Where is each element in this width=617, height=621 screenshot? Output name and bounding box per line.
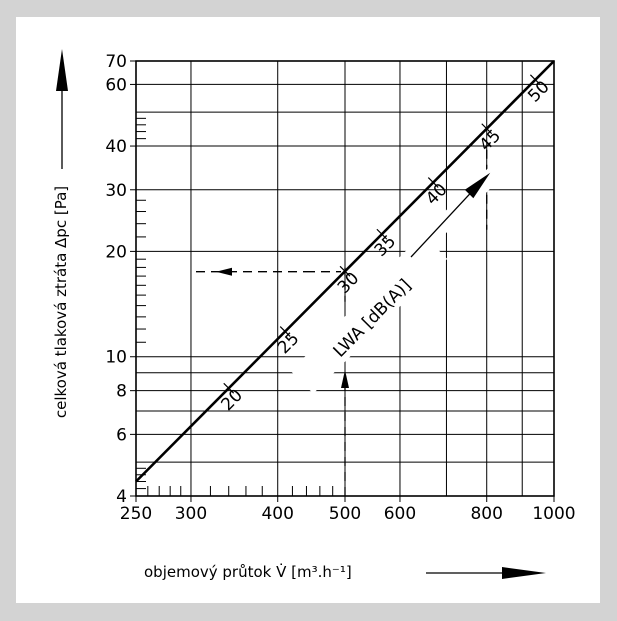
y-tick-label: 20 bbox=[105, 242, 127, 262]
chart-panel: 250 300 400 500 600 800 1000 4 6 8 10 20 30 40 60 70 2… bbox=[16, 17, 600, 603]
x-tick-label: 600 bbox=[384, 504, 416, 524]
lwa-label-background bbox=[290, 236, 448, 394]
x-axis-title: objemový průtok V̇ [m³.h⁻¹] bbox=[144, 562, 352, 581]
lwa-direction-arrowhead bbox=[464, 172, 491, 199]
sound-level-tick bbox=[376, 228, 388, 240]
y-axis-arrowhead bbox=[56, 49, 68, 91]
x-tick-label: 400 bbox=[261, 504, 293, 524]
y-axis-title: celková tlaková ztráta Δpc [Pa] bbox=[52, 186, 70, 418]
reading-up-arrowhead bbox=[341, 370, 349, 388]
y-tick-label: 60 bbox=[105, 75, 127, 95]
chart-svg: 250 300 400 500 600 800 1000 4 6 8 10 20 30 40 60 70 2… bbox=[52, 49, 576, 581]
x-tick-label: 300 bbox=[175, 504, 207, 524]
sound-level-label: 35 bbox=[371, 231, 400, 260]
sound-level-label: 40 bbox=[422, 180, 451, 209]
y-tick-label: 30 bbox=[105, 181, 127, 201]
x-axis-arrowhead bbox=[502, 567, 546, 579]
lwa-direction-arrow bbox=[410, 183, 480, 258]
reading-left-arrowhead bbox=[216, 267, 232, 276]
y-tick-label: 6 bbox=[116, 425, 127, 445]
y-axis-title-group: celková tlaková ztráta Δpc [Pa] bbox=[52, 186, 70, 418]
annotation-layer: LWA [dB(A)] bbox=[196, 149, 500, 496]
y-tick-label: 10 bbox=[105, 348, 127, 368]
y-tick-label: 8 bbox=[116, 382, 127, 402]
sound-level-tick bbox=[529, 74, 541, 86]
sound-level-label: 30 bbox=[334, 269, 363, 298]
sound-level-tick bbox=[223, 382, 235, 394]
x-tick-label: 800 bbox=[470, 504, 502, 524]
x-tick-labels: 250 300 400 500 600 800 1000 bbox=[120, 496, 576, 524]
y-tick-label: 4 bbox=[116, 487, 127, 507]
minor-ticks bbox=[136, 117, 334, 496]
sound-level-tick bbox=[481, 123, 493, 135]
x-tick-label: 500 bbox=[329, 504, 361, 524]
y-tick-label: 70 bbox=[105, 52, 127, 72]
sound-level-tick bbox=[279, 326, 291, 337]
y-tick-label: 40 bbox=[105, 137, 127, 157]
sound-level-label: 45 bbox=[476, 126, 505, 155]
sound-level-label: 50 bbox=[524, 77, 553, 106]
x-tick-label: 1000 bbox=[532, 504, 575, 524]
sound-level-tick bbox=[427, 177, 439, 188]
x-tick-label: 250 bbox=[120, 504, 152, 524]
sound-level-label: 25 bbox=[274, 329, 303, 358]
y-tick-labels: 4 6 8 10 20 30 40 60 70 bbox=[105, 52, 136, 507]
